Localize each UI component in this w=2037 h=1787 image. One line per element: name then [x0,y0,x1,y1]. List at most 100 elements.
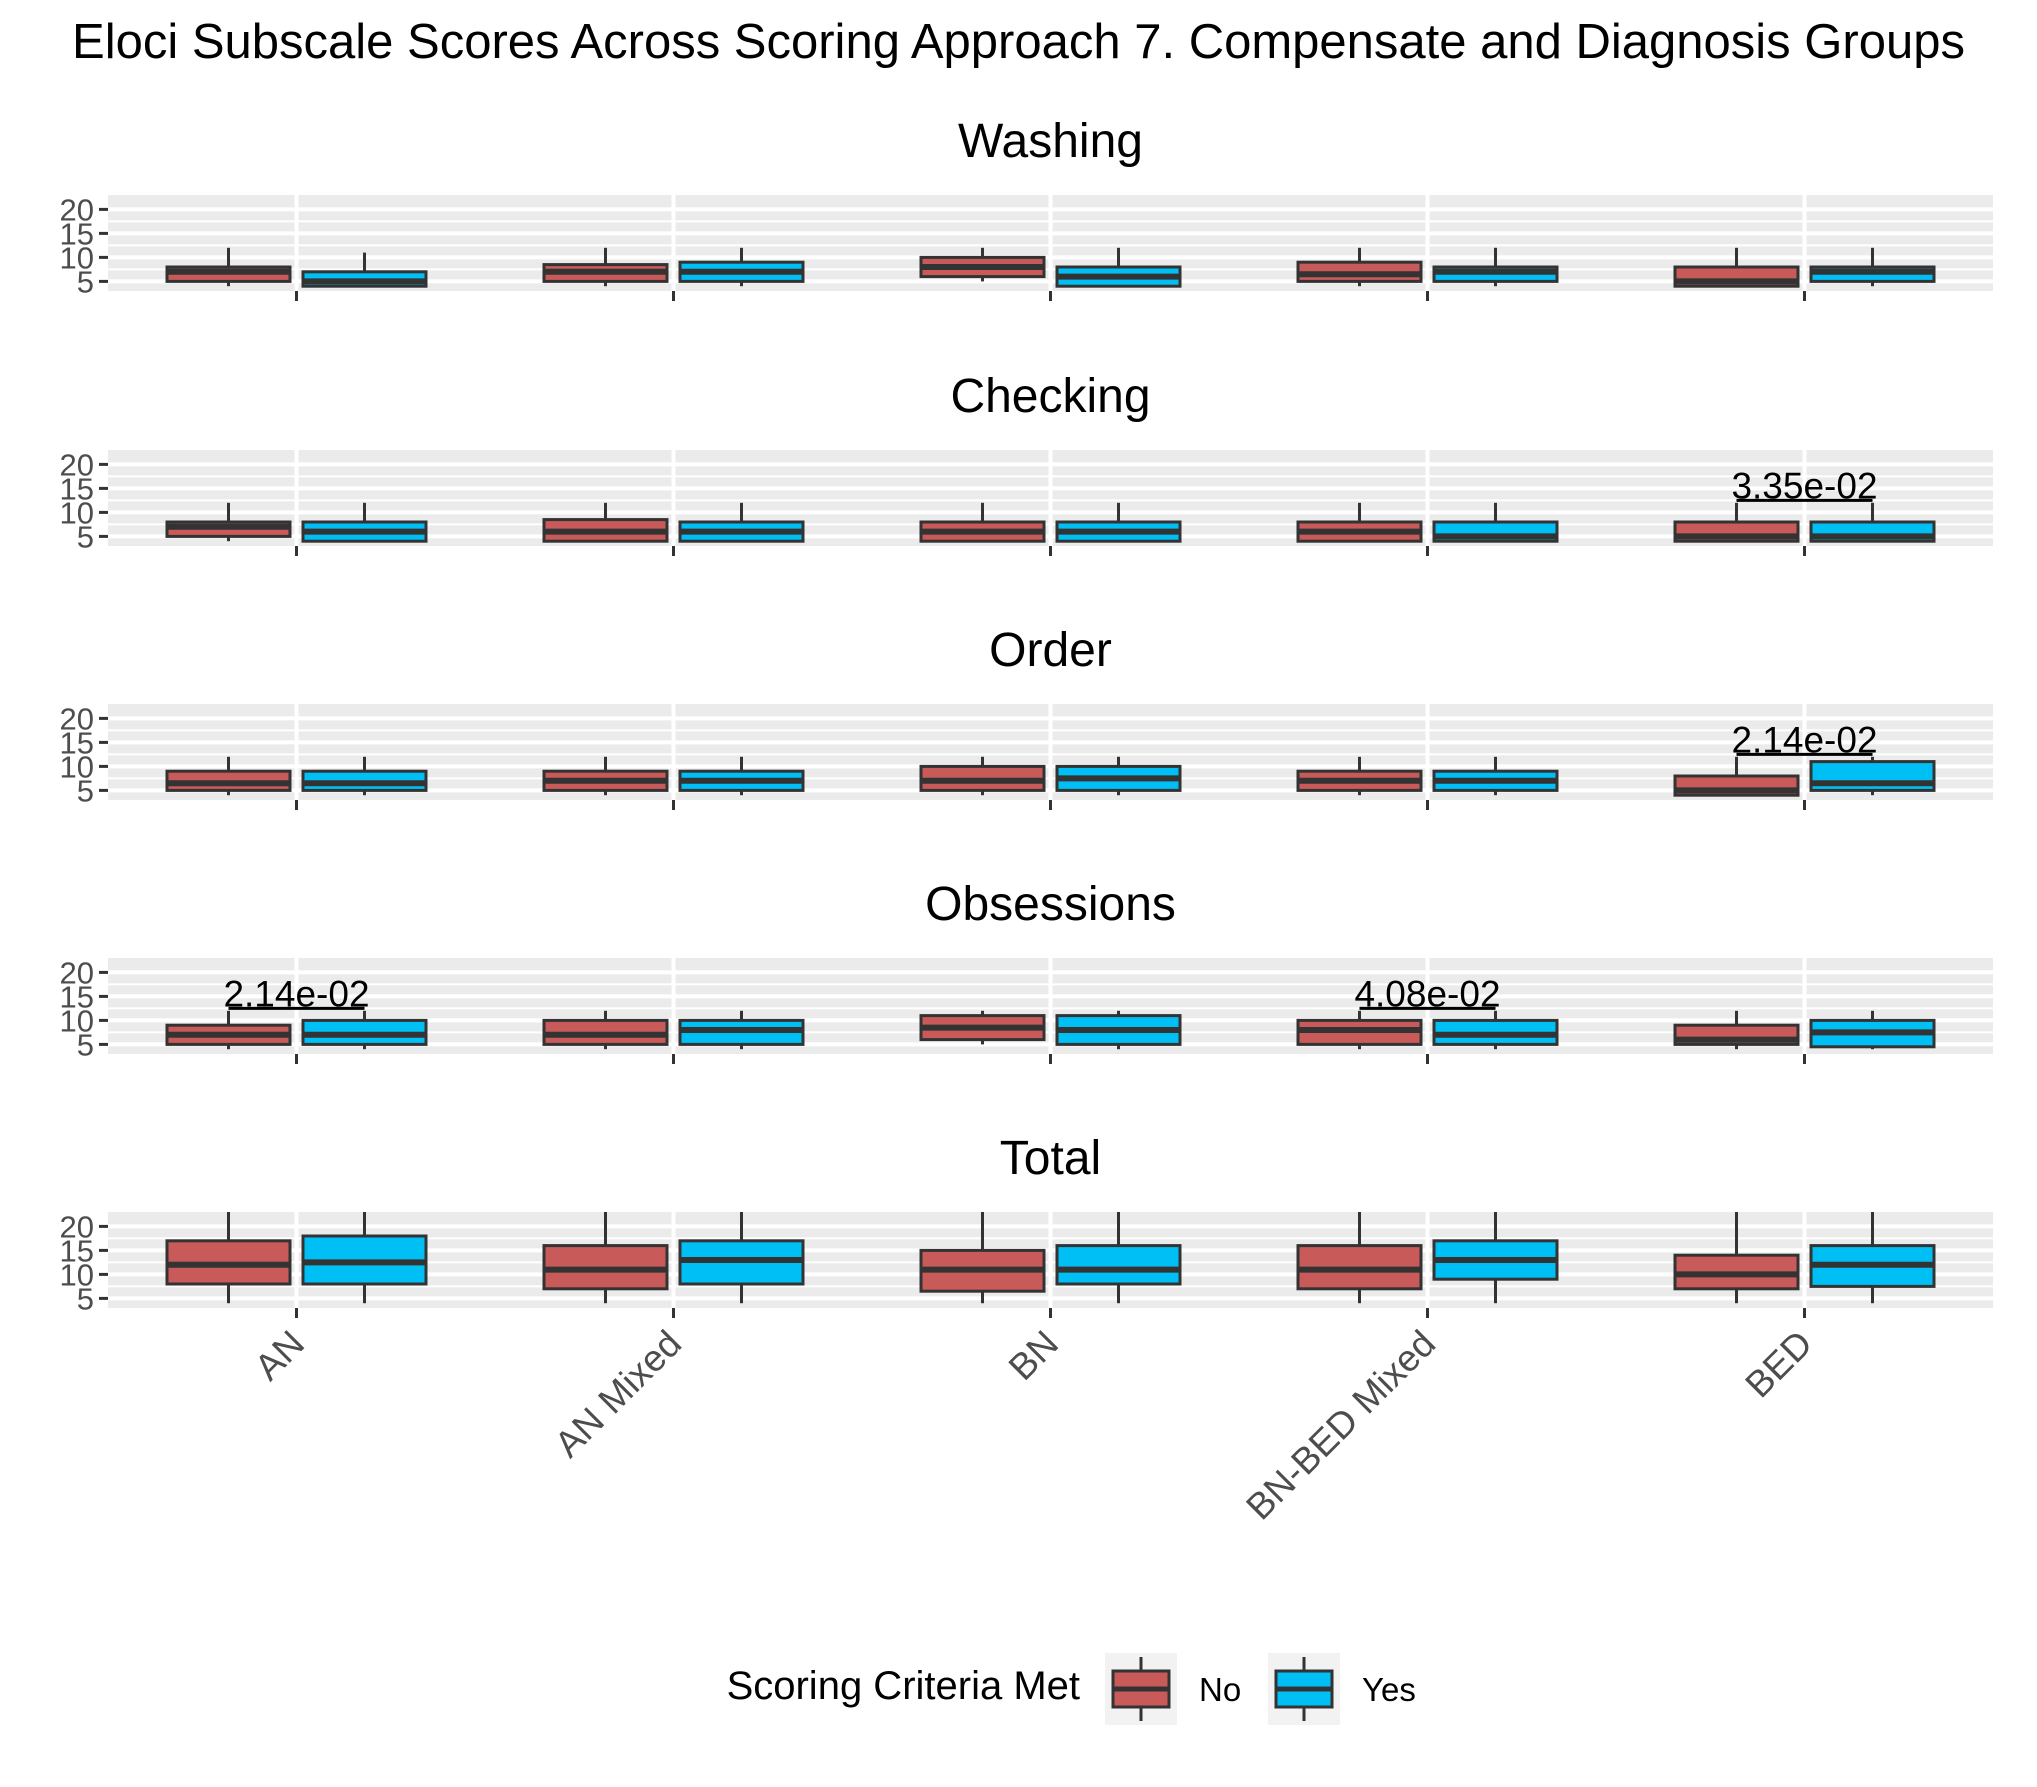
y-tick-label: 5 [77,1027,94,1062]
box-yes [1055,1212,1182,1304]
box-no [1296,1010,1423,1050]
box-no [1296,502,1423,543]
box-yes [1809,756,1936,796]
box-yes [678,502,805,543]
y-tick-label: 15 [60,725,94,760]
y-tick-label: 5 [77,773,94,808]
box-no [919,1212,1046,1304]
box-yes [678,1010,805,1050]
box-no [542,502,669,543]
box-yes [1432,1212,1559,1304]
significance-label: 2.14e-02 [1731,719,1877,760]
facet-title: Obsessions [925,878,1176,931]
box-no [1296,247,1423,287]
x-tick-label: BN-BED Mixed [1238,1323,1443,1528]
box-yes [1809,247,1936,287]
y-tick-label: 10 [60,749,94,784]
legend-label: Yes [1362,1671,1416,1708]
box-no [919,502,1046,543]
y-tick-label: 15 [60,471,94,506]
box-yes [678,1212,805,1304]
box-yes [1809,1010,1936,1050]
box-yes [1432,1010,1559,1050]
box-yes [678,756,805,796]
y-tick-label: 10 [60,240,94,275]
x-tick-label: BED [1737,1323,1820,1406]
box-yes [1809,502,1936,543]
x-tick-label: AN Mixed [547,1323,689,1465]
box-no [542,247,669,287]
box-yes [301,502,428,543]
chart-title: Eloci Subscale Scores Across Scoring App… [72,15,1965,69]
box-yes [1055,502,1182,543]
box-yes [1432,247,1559,287]
box-yes [1809,1212,1936,1304]
facet-panels: Washing5101520Checking51015203.35e-02Ord… [60,115,1993,1318]
legend-label: No [1199,1671,1241,1708]
box-no [919,756,1046,796]
y-tick-label: 15 [60,979,94,1014]
box-no [542,1010,669,1050]
significance-label: 2.14e-02 [223,973,369,1014]
y-tick-label: 20 [60,192,94,227]
box-no [1673,247,1800,288]
box-no [165,756,292,796]
box-yes [301,756,428,796]
box-no [542,1212,669,1304]
x-axis: AN AN Mixed BN BN-BED Mixed BED [247,1323,1820,1528]
box-no [1296,756,1423,796]
box-no [165,1010,292,1050]
y-tick-label: 10 [60,495,94,530]
box-no [165,247,292,287]
box-yes [1432,502,1559,543]
box-no [165,1212,292,1304]
box-no [919,247,1046,282]
box-no [1673,756,1800,797]
box-yes [301,1212,428,1304]
y-tick-label: 5 [77,264,94,299]
box-yes [301,1010,428,1050]
box-no [1673,1010,1800,1050]
y-tick-label: 5 [77,1281,94,1316]
box-no [1673,502,1800,543]
significance-label: 3.35e-02 [1731,465,1877,506]
box-no [919,1010,1046,1045]
legend: Scoring Criteria Met No Yes [727,1653,1416,1725]
y-tick-label: 20 [60,701,94,736]
legend-key-no: No [1105,1653,1241,1725]
box-yes [678,247,805,287]
y-tick-label: 10 [60,1003,94,1038]
box-yes [1432,756,1559,796]
legend-title: Scoring Criteria Met [727,1664,1080,1708]
box-yes [1055,756,1182,796]
y-tick-label: 20 [60,1209,94,1244]
box-yes [1055,1010,1182,1050]
facet-title: Order [989,624,1112,677]
box-no [1673,1212,1800,1304]
y-tick-label: 15 [60,1233,94,1268]
box-no [165,502,292,542]
box-no [542,756,669,796]
facet-title: Total [1000,1132,1101,1185]
facet-title: Checking [950,370,1150,423]
y-tick-label: 20 [60,447,94,482]
y-tick-label: 5 [77,519,94,554]
x-tick-label: AN [247,1323,312,1388]
legend-key-yes: Yes [1268,1653,1416,1725]
significance-label: 4.08e-02 [1354,973,1500,1014]
box-no [1296,1212,1423,1304]
box-body [1055,1244,1182,1286]
box-yes [301,252,428,288]
y-tick-label: 10 [60,1257,94,1292]
y-tick-label: 15 [60,216,94,251]
x-tick-label: BN [1001,1323,1066,1388]
facet-title: Washing [958,115,1143,168]
y-tick-label: 20 [60,955,94,990]
box-yes [1055,247,1182,288]
